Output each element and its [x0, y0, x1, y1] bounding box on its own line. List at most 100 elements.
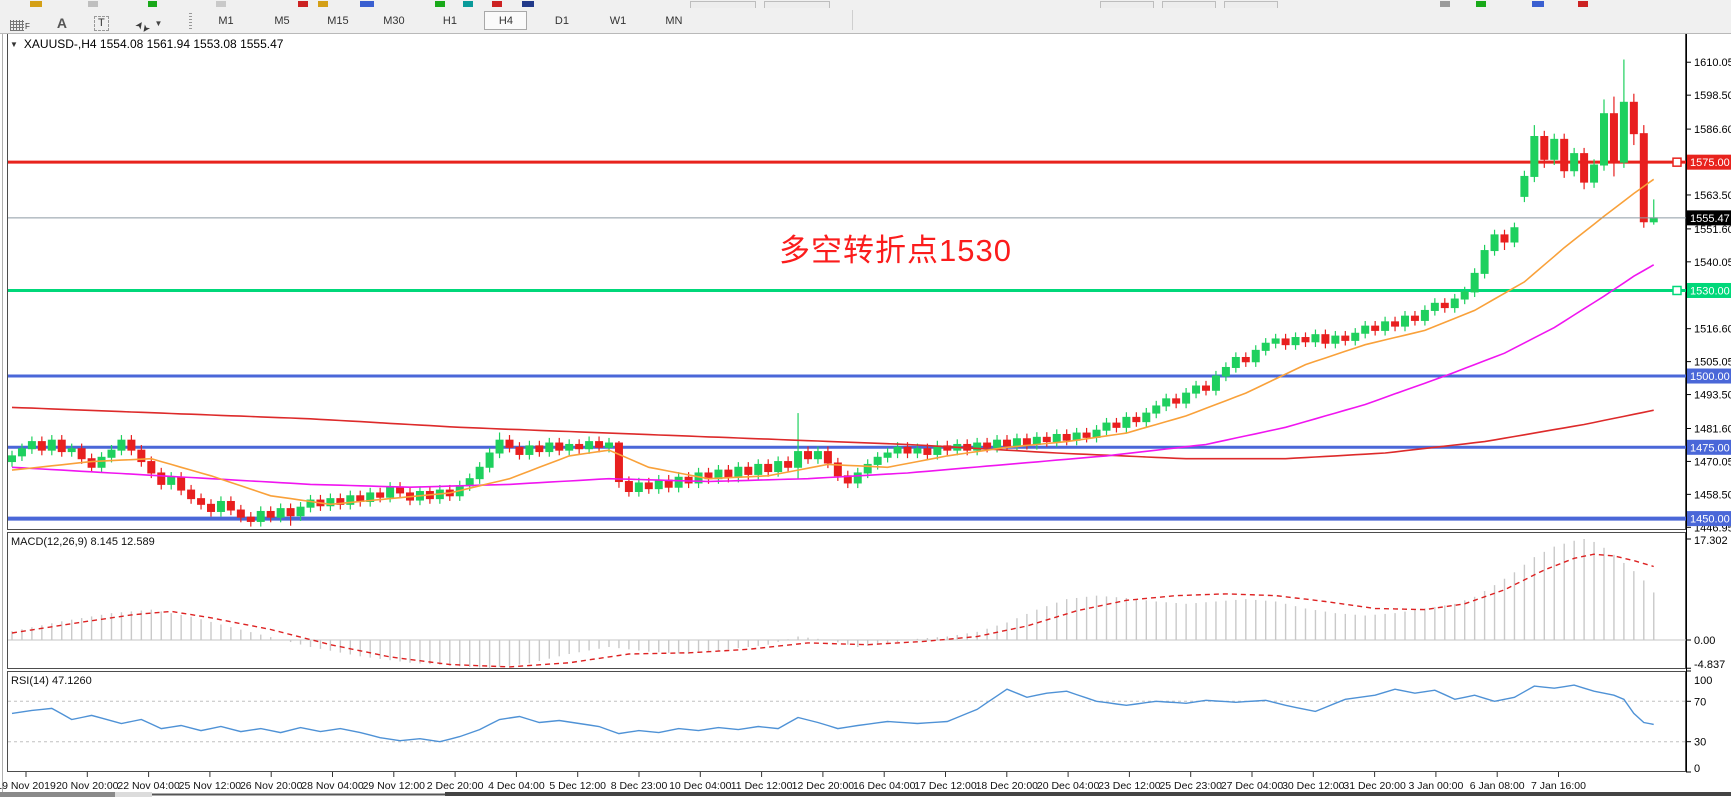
candle-body — [1460, 291, 1469, 300]
timeframe-button-m30[interactable]: M30 — [372, 11, 415, 30]
time-tick-label: 19 Nov 2019 — [0, 780, 56, 792]
candle-body — [1311, 334, 1320, 343]
candle-body — [396, 486, 405, 494]
toolbar-drag-handle[interactable] — [189, 12, 193, 29]
macd-scale-label: -4.837 — [1694, 659, 1725, 671]
candle-body — [1401, 315, 1409, 327]
candle-body — [883, 452, 892, 458]
candle-body — [197, 498, 206, 505]
price-label-box — [1687, 210, 1731, 226]
candle-body — [853, 472, 862, 484]
candle-body — [545, 442, 554, 453]
candle-body — [933, 445, 942, 455]
clipped-icon — [88, 1, 98, 7]
price-label-box — [1687, 282, 1731, 298]
candle-body — [87, 458, 96, 468]
price-tick-label: 1551.60 — [1694, 224, 1731, 236]
time-tick-label: 31 Dec 20:00 — [1343, 780, 1406, 792]
price-tick-label: 1505.05 — [1694, 357, 1731, 369]
price-label-box — [1687, 154, 1731, 170]
timeframe-button-m1[interactable]: M1 — [204, 11, 247, 30]
candle-body — [624, 481, 633, 493]
candle-body — [465, 478, 474, 487]
candle-body — [684, 476, 693, 484]
candle-body — [57, 439, 66, 453]
hline-handle[interactable] — [1672, 157, 1682, 167]
time-tick-label: 30 Dec 12:00 — [1282, 780, 1345, 792]
candle-body — [97, 456, 106, 468]
candle-body — [296, 506, 305, 517]
candle-body — [714, 469, 723, 480]
timeframe-button-h1[interactable]: H1 — [428, 11, 471, 30]
candle-body — [1500, 234, 1509, 243]
candle-body — [525, 445, 534, 455]
clipped-icon — [463, 1, 473, 7]
timeframe-button-h4[interactable]: H4 — [484, 11, 528, 30]
rsi-scale-label: 30 — [1694, 737, 1706, 749]
font-tool-button[interactable]: A — [57, 11, 67, 31]
candle-body — [1600, 113, 1608, 166]
grid-period-tool-button[interactable]: F — [10, 11, 30, 31]
clipped-icon — [298, 1, 308, 7]
clipped-icon — [764, 1, 830, 8]
candle-body — [1132, 416, 1141, 423]
candle-body — [27, 441, 36, 450]
candle-body — [1331, 335, 1340, 344]
grid-icon — [10, 19, 24, 31]
bottom-strip — [115, 792, 152, 797]
candle-body — [1003, 439, 1011, 447]
time-tick-label: 17 Dec 12:00 — [914, 780, 977, 792]
price-tick-label: 1458.50 — [1694, 489, 1731, 501]
candle-body — [415, 491, 424, 501]
candle-body — [555, 442, 564, 451]
candle-body — [794, 451, 803, 468]
clipped-icon — [690, 1, 756, 8]
chart-title: ▼ XAUUSD-,H4 1554.08 1561.94 1553.08 155… — [10, 37, 283, 51]
candle-body — [77, 448, 86, 460]
candle-body — [1410, 315, 1419, 321]
candle-body — [893, 446, 902, 454]
rsi-scale-label: 100 — [1694, 675, 1712, 687]
timeframe-button-mn[interactable]: MN — [652, 11, 695, 30]
timeframe-button-w1[interactable]: W1 — [596, 11, 639, 30]
candle-body — [455, 485, 464, 497]
candle-body — [1321, 334, 1330, 344]
candle-body — [216, 500, 225, 512]
price-label-box-text: 1530.00 — [1690, 285, 1730, 297]
price-tick-label: 1446.95 — [1694, 522, 1731, 534]
candle-body — [17, 448, 26, 457]
clipped-icon — [216, 1, 226, 7]
macd-indicator-label: MACD(12,26,9) 8.145 12.589 — [11, 536, 155, 548]
clipped-toolbar-row — [0, 0, 1731, 8]
chart-annotation[interactable]: 多空转折点1530 — [779, 233, 1012, 268]
candle-body — [654, 479, 663, 490]
candle-body — [157, 472, 166, 485]
timeframe-button-d1[interactable]: D1 — [540, 11, 583, 30]
candle-body — [306, 499, 315, 508]
candle-body — [495, 439, 504, 454]
candle-body — [485, 452, 494, 468]
collapse-triangle-icon[interactable]: ▼ — [10, 39, 18, 49]
candle-body — [1072, 432, 1081, 441]
candle-body — [1102, 422, 1111, 431]
rsi-scale-label: 70 — [1694, 696, 1706, 708]
text-label-tool-button[interactable]: T — [94, 11, 109, 31]
candle-body — [1520, 175, 1529, 197]
time-tick-label: 8 Dec 23:00 — [611, 780, 668, 792]
candle-body — [1361, 325, 1370, 334]
price-tick-label: 1481.60 — [1694, 423, 1731, 435]
clipped-icon — [1578, 1, 1588, 7]
candle-body — [674, 476, 683, 488]
candle-body — [8, 455, 16, 463]
timeframe-button-m5[interactable]: M5 — [260, 11, 303, 30]
candle-body — [913, 448, 922, 454]
arrows-tool-button[interactable]: ➤ ➤ ▼ — [133, 11, 162, 34]
timeframe-button-m15[interactable]: M15 — [316, 11, 359, 30]
candle-body — [406, 492, 414, 501]
price-label-box-text: 1450.00 — [1690, 514, 1730, 526]
hline-handle[interactable] — [1672, 285, 1682, 296]
candle-body — [1550, 138, 1559, 160]
candle-body — [804, 451, 812, 460]
price-tick-label: 1610.05 — [1694, 57, 1731, 69]
candle-body — [1440, 302, 1449, 309]
